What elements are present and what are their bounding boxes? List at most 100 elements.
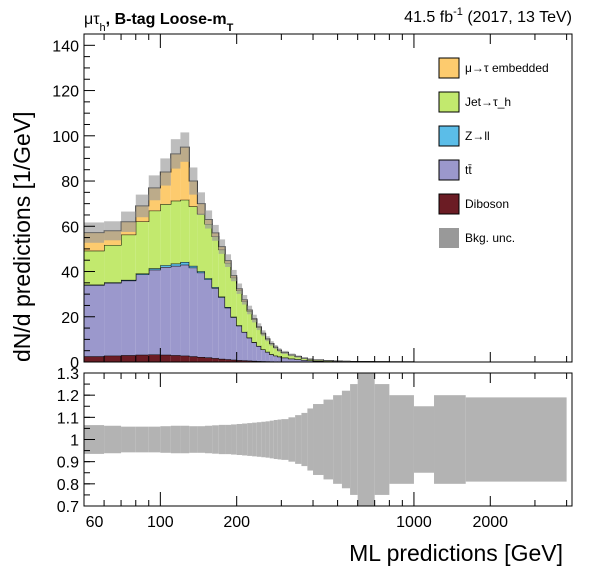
bar: [212, 358, 219, 362]
ratio-band-bin: [307, 408, 314, 471]
uncertainty-bar: [104, 221, 122, 241]
bar: [281, 357, 289, 362]
main-plot-panel: 0 20 40 60 80 100 120 140: [52, 33, 573, 372]
legend-swatch: [439, 228, 459, 248]
legend-label: Diboson: [465, 197, 509, 211]
legend-swatch: [438, 193, 460, 215]
bar: [261, 333, 266, 350]
bar: [189, 265, 198, 268]
uncertainty-bar: [261, 330, 266, 337]
bar: [269, 343, 274, 355]
ratio-band-bin: [218, 424, 226, 455]
ratio-band-bin: [295, 415, 302, 464]
uncertainty-bar: [236, 283, 243, 294]
bar: [197, 357, 205, 362]
bar: [231, 317, 237, 360]
ratio-band-bin: [341, 390, 351, 489]
bar: [189, 267, 198, 357]
x-tick-label: 2000: [472, 514, 508, 531]
ratio-band-bin: [357, 373, 375, 506]
bar: [247, 360, 253, 362]
y-tick-label: 20: [61, 310, 79, 327]
uncertainty-bar: [212, 224, 219, 241]
ratio-y-tick-label: 0.9: [57, 455, 79, 472]
uncertainty-bar: [84, 222, 105, 243]
legend-label: Jet→τ_h: [465, 95, 511, 109]
ratio-y-tick-label: 1.1: [57, 410, 79, 427]
bar: [231, 277, 237, 317]
y-tick-label: 140: [52, 38, 79, 55]
bar: [295, 359, 302, 362]
ratio-band-bin: [313, 404, 324, 475]
y-axis-title: dN/d predictions [1/GeV]: [9, 111, 35, 362]
bar: [204, 278, 213, 280]
bar: [252, 360, 257, 362]
ratio-band-bin: [236, 423, 243, 456]
uncertainty-bar: [160, 158, 171, 186]
ratio-band-bin: [256, 422, 262, 457]
uncertainty-bar: [301, 357, 308, 360]
bar: [236, 360, 243, 362]
bar: [247, 311, 253, 338]
ratio-band-bin: [160, 426, 171, 453]
ratio-band-bin: [135, 426, 149, 453]
bar: [295, 356, 302, 360]
bar: [135, 354, 149, 362]
uncertainty-bar: [256, 323, 262, 331]
bar: [170, 200, 181, 264]
ratio-band-bin: [261, 421, 266, 458]
bar: [135, 274, 149, 355]
bar: [148, 269, 161, 355]
ratio-band-bin: [374, 384, 390, 495]
bar: [252, 342, 257, 361]
uncertainty-bar: [204, 210, 213, 229]
bar: [197, 272, 205, 358]
legend-item: Bkg. unc.: [439, 228, 515, 248]
bar: [225, 359, 232, 362]
bar: [104, 245, 122, 283]
bar: [242, 360, 248, 362]
bar: [265, 351, 270, 362]
ratio-band-bin: [247, 423, 253, 456]
ratio-y-tick-label: 1.3: [57, 366, 79, 383]
bar: [170, 153, 181, 201]
bar: [148, 354, 161, 362]
bar: [218, 297, 226, 359]
bar: [121, 234, 136, 280]
uncertainty-bar: [307, 358, 314, 360]
bar: [242, 301, 248, 332]
bar: [301, 360, 308, 362]
bar: [160, 354, 171, 362]
bar: [160, 265, 171, 267]
bar: [281, 352, 289, 358]
ratio-panel: 0.7 0.8 0.9 1 1.1 1.2 1.3 100 200 1000 2000 60: [57, 366, 573, 531]
uncertainty-bar: [273, 345, 278, 350]
ratio-y-tick-label: 1: [70, 433, 79, 450]
uncertainty-bar: [247, 305, 253, 315]
uncertainty-bar: [197, 192, 205, 215]
bar: [247, 337, 253, 361]
bar: [170, 265, 181, 356]
bar: [273, 355, 278, 362]
ratio-band-bin: [231, 424, 237, 455]
ratio-band-bin: [148, 426, 161, 453]
bar: [148, 268, 161, 270]
bar: [307, 359, 314, 361]
ratio-band-bin: [269, 420, 274, 459]
bar: [212, 288, 219, 359]
x-tick-label: 60: [86, 514, 104, 531]
bar: [170, 263, 181, 266]
x-axis-title: ML predictions [GeV]: [349, 540, 563, 566]
bar: [84, 250, 105, 285]
ratio-band-bin: [104, 425, 122, 454]
uncertainty-bar: [189, 167, 198, 195]
uncertainty-bar: [242, 295, 248, 305]
bar: [84, 356, 105, 362]
uncertainty-bar: [148, 175, 161, 201]
legend-swatch: [438, 91, 460, 113]
bar: [180, 355, 190, 362]
uncertainty-bar: [313, 359, 324, 361]
legend-item: Z→ll: [438, 125, 490, 147]
uncertainty-bar: [252, 314, 257, 323]
bar: [170, 355, 181, 362]
